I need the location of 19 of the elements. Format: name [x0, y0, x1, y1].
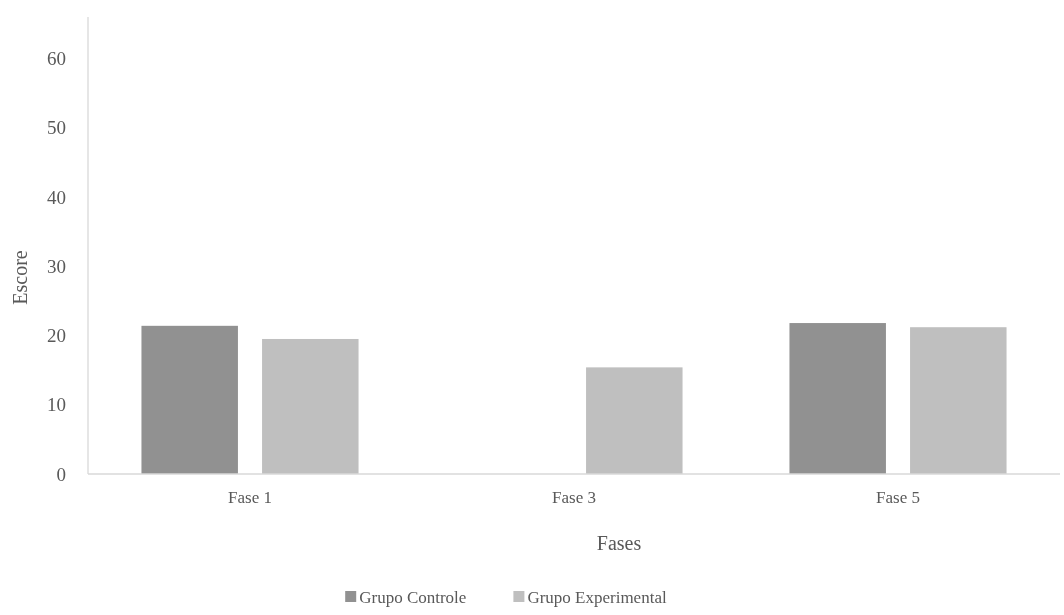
y-tick-label: 20: [47, 325, 66, 347]
y-tick-label: 60: [47, 48, 66, 70]
y-tick-label: 0: [56, 463, 66, 485]
y-tick-label: 50: [47, 117, 66, 139]
bar: [262, 338, 359, 474]
bar: [141, 325, 238, 474]
bar: [910, 327, 1007, 474]
x-tick-label: Fase 5: [876, 488, 920, 507]
y-axis-title: Escore: [9, 250, 31, 305]
bar: [586, 367, 683, 474]
x-tick-label: Fase 3: [552, 488, 596, 507]
y-tick-label: 10: [47, 394, 66, 416]
x-axis-title: Fases: [596, 532, 642, 554]
y-tick-label: 40: [47, 186, 66, 208]
legend-label: Grupo Experimental: [527, 588, 667, 607]
bar: [789, 323, 886, 474]
legend-label: Grupo Controle: [359, 588, 467, 607]
y-tick-label: 30: [47, 255, 66, 277]
x-tick-label: Fase 1: [228, 488, 272, 507]
